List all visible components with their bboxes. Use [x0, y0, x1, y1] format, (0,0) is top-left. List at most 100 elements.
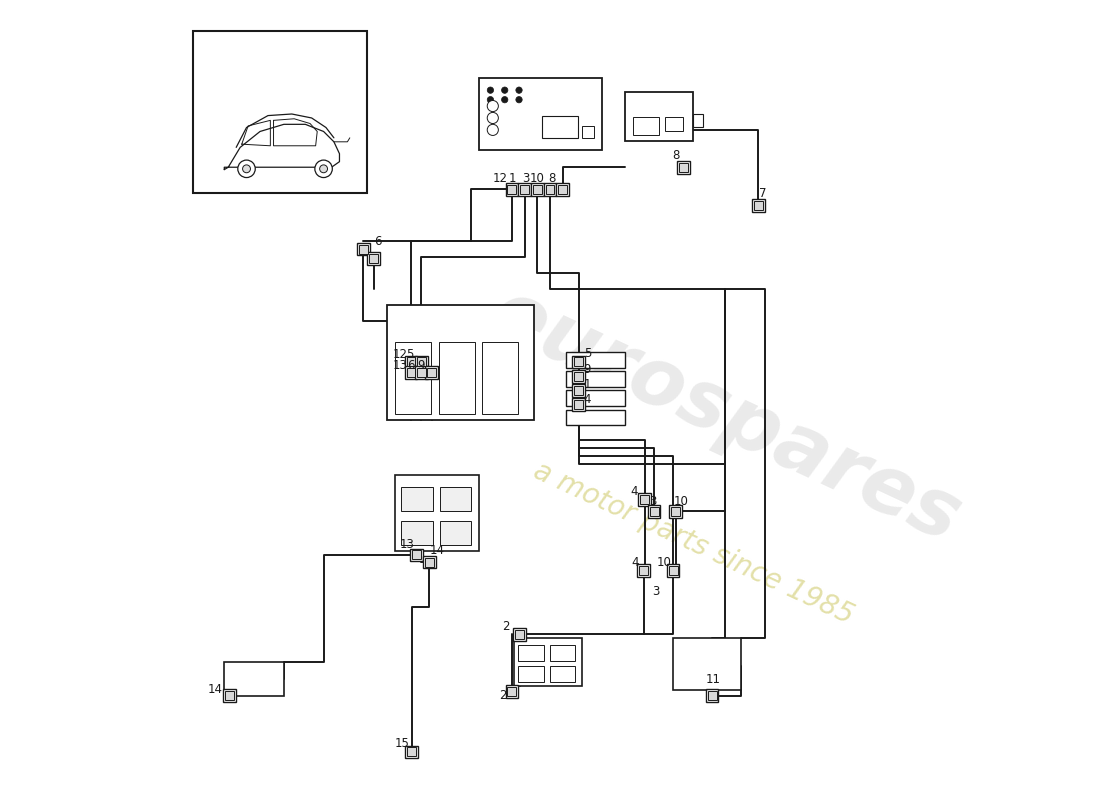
Bar	[407, 358, 416, 366]
Bar	[422, 556, 436, 569]
Circle shape	[487, 97, 494, 103]
Text: 10: 10	[657, 555, 672, 569]
Bar	[515, 638, 582, 686]
Bar	[751, 199, 764, 212]
Text: 14: 14	[207, 683, 222, 697]
Text: 1: 1	[509, 172, 516, 185]
Bar	[637, 565, 650, 577]
Bar	[507, 687, 516, 696]
Circle shape	[315, 160, 332, 178]
Text: 10: 10	[530, 172, 544, 185]
Text: 13: 13	[393, 359, 407, 372]
Bar	[224, 662, 284, 695]
Bar	[666, 117, 683, 131]
Bar	[387, 305, 535, 420]
Bar	[650, 506, 659, 516]
Bar	[402, 487, 433, 511]
Circle shape	[487, 113, 498, 123]
Bar	[693, 114, 703, 126]
Text: 4: 4	[631, 555, 639, 569]
Text: 12: 12	[493, 172, 507, 185]
Bar	[440, 487, 472, 511]
Text: 3: 3	[521, 172, 529, 185]
Bar	[559, 185, 568, 194]
Bar	[572, 384, 585, 397]
Bar	[531, 183, 543, 196]
Bar	[518, 666, 543, 682]
Bar	[754, 201, 762, 210]
Bar	[410, 549, 422, 562]
Bar	[192, 30, 367, 194]
Text: 13: 13	[399, 538, 415, 551]
Text: 10: 10	[673, 495, 689, 508]
Bar	[395, 475, 478, 551]
Bar	[671, 506, 680, 516]
Bar	[367, 252, 380, 265]
Bar	[667, 565, 680, 577]
Bar	[405, 355, 417, 368]
Bar	[669, 505, 682, 518]
Bar	[507, 185, 516, 194]
Bar	[407, 747, 416, 756]
Text: eurospares: eurospares	[477, 273, 972, 558]
Bar	[707, 691, 716, 700]
Bar	[395, 342, 431, 414]
Bar	[565, 410, 626, 426]
Text: 4: 4	[630, 485, 638, 498]
Circle shape	[320, 165, 328, 173]
Text: 4: 4	[584, 394, 591, 406]
Bar	[543, 183, 557, 196]
Bar	[532, 185, 541, 194]
Bar	[679, 162, 688, 172]
Bar	[550, 645, 575, 661]
Circle shape	[502, 97, 508, 103]
Bar	[518, 645, 543, 661]
Bar	[574, 358, 583, 366]
Bar	[370, 254, 378, 263]
Circle shape	[243, 165, 251, 173]
Text: 2: 2	[499, 689, 507, 702]
Bar	[407, 368, 416, 377]
Bar	[565, 371, 626, 387]
Bar	[678, 161, 690, 174]
Bar	[417, 368, 426, 377]
Bar	[223, 689, 236, 702]
Text: 3: 3	[649, 495, 657, 508]
Bar	[405, 366, 417, 378]
Bar	[565, 390, 626, 406]
Text: 12: 12	[393, 348, 407, 362]
Text: 11: 11	[705, 673, 720, 686]
Text: 8: 8	[549, 172, 557, 185]
Bar	[572, 398, 585, 411]
Bar	[415, 366, 428, 378]
Bar	[542, 115, 578, 138]
Bar	[406, 746, 418, 758]
Bar	[226, 691, 234, 700]
Bar	[557, 183, 569, 196]
Text: 9: 9	[418, 359, 425, 372]
Bar	[440, 521, 472, 545]
Text: 8: 8	[672, 149, 680, 162]
Circle shape	[502, 87, 508, 94]
Bar	[520, 185, 529, 194]
Text: 6: 6	[407, 359, 415, 372]
Text: a motor parts since 1985: a motor parts since 1985	[528, 456, 858, 630]
Bar	[358, 242, 370, 255]
Circle shape	[516, 87, 522, 94]
Bar	[546, 185, 554, 194]
Text: 14: 14	[430, 545, 444, 558]
Bar	[439, 342, 474, 414]
Bar	[626, 92, 693, 141]
Bar	[634, 117, 659, 134]
Bar	[550, 666, 575, 682]
Bar	[483, 342, 518, 414]
Text: 2: 2	[502, 620, 509, 633]
Bar	[640, 495, 649, 504]
Circle shape	[487, 124, 498, 135]
Bar	[425, 558, 433, 566]
Bar	[417, 358, 426, 366]
Bar	[582, 126, 594, 138]
Bar	[518, 183, 531, 196]
Circle shape	[516, 97, 522, 103]
Bar	[572, 370, 585, 382]
